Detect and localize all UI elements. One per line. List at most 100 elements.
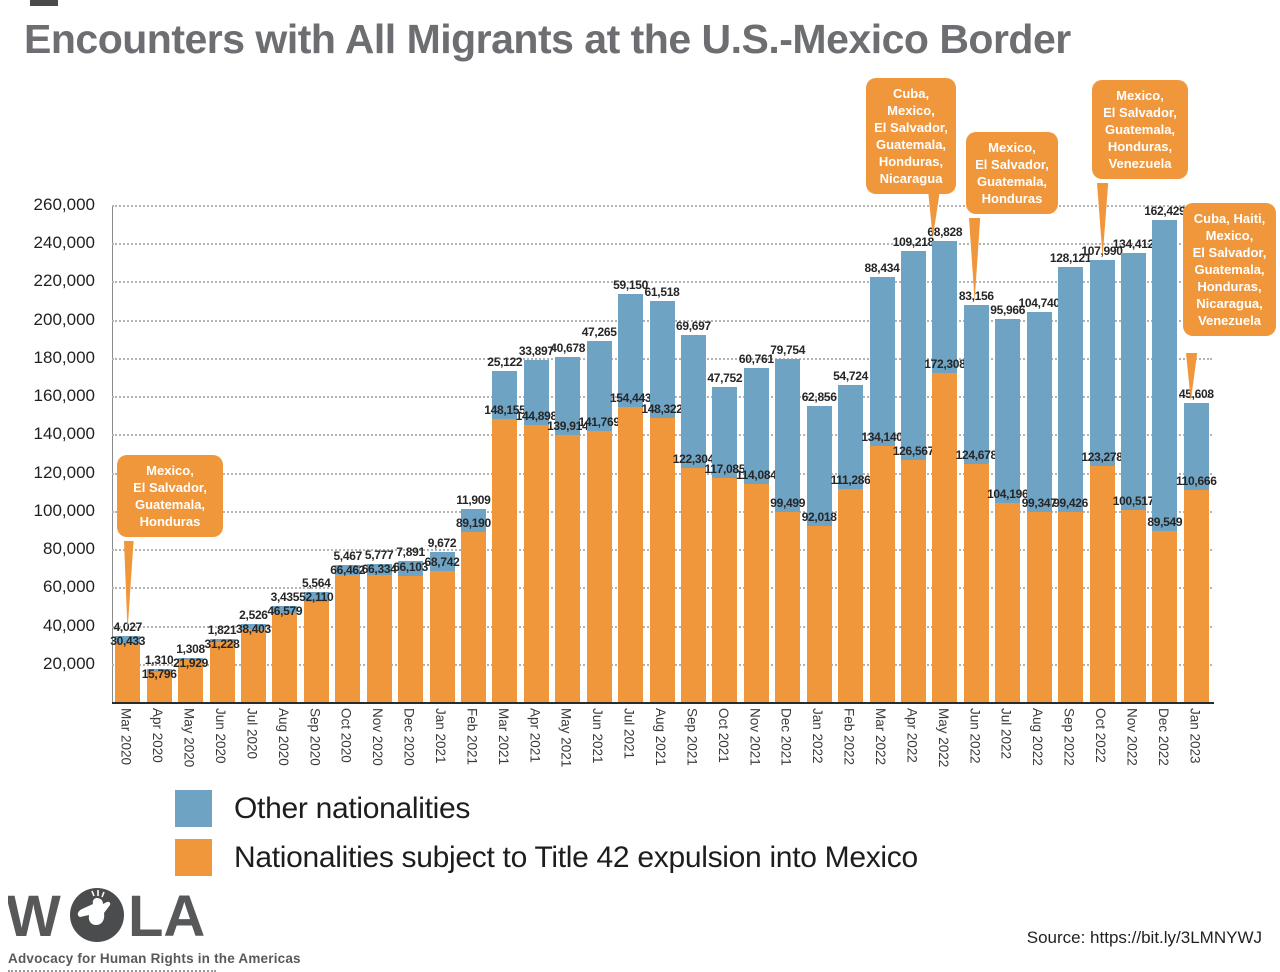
y-tick-220000: 220,000 xyxy=(33,271,95,291)
bar-title42-jul-2022 xyxy=(995,502,1021,702)
legend: Other nationalities Nationalities subjec… xyxy=(175,790,918,888)
value-label-title42-nov-2021: 114,084 xyxy=(735,467,777,482)
value-label-other-jul-2021: 59,150 xyxy=(613,277,649,292)
value-label-title42-dec-2020: 66,103 xyxy=(393,559,429,574)
value-label-title42-nov-2020: 66,334 xyxy=(361,562,397,577)
x-tick-mar-2020: Mar 2020 xyxy=(118,708,134,766)
logo-letters-la: LA xyxy=(128,886,205,944)
bar-other-feb-2021 xyxy=(460,508,486,532)
value-label-other-sep-2020: 5,564 xyxy=(302,575,331,590)
x-tick-oct-2020: Oct 2020 xyxy=(338,708,354,763)
x-tick-feb-2022: Feb 2022 xyxy=(841,708,857,766)
value-label-title42-may-2020: 21,929 xyxy=(173,655,209,670)
value-label-title42-mar-2020: 30,433 xyxy=(110,634,146,649)
x-tick-jun-2022: Jun 2022 xyxy=(967,708,983,764)
value-label-other-nov-2022: 134,412 xyxy=(1112,236,1155,251)
value-label-other-feb-2021: 11,909 xyxy=(456,492,491,507)
legend-swatch-other xyxy=(175,790,212,827)
value-label-other-jan-2022: 62,856 xyxy=(801,389,837,404)
x-tick-jan-2021: Jan 2021 xyxy=(433,708,448,764)
gridline-240000 xyxy=(112,243,1212,246)
gridline-260000 xyxy=(112,205,1212,207)
value-label-title42-jun-2020: 31,228 xyxy=(204,636,240,651)
value-label-other-oct-2020: 5,467 xyxy=(333,548,362,563)
x-tick-jan-2023: Jan 2023 xyxy=(1187,708,1203,764)
value-label-other-jan-2023: 45,608 xyxy=(1178,387,1214,402)
bar-other-jun-2020 xyxy=(209,638,235,643)
top-edge-mark xyxy=(30,0,58,6)
bar-other-apr-2021 xyxy=(523,360,549,426)
bar-other-oct-2020 xyxy=(335,564,361,575)
value-label-title42-aug-2020: 46,579 xyxy=(267,604,303,619)
source-text: Source: https://bit.ly/3LMNYWJ xyxy=(1026,928,1262,947)
value-label-title42-sep-2021: 122,304 xyxy=(672,452,715,467)
bar-other-nov-2020 xyxy=(366,564,392,576)
x-tick-oct-2022: Oct 2022 xyxy=(1093,708,1108,763)
bar-other-jan-2022 xyxy=(806,405,832,527)
bar-other-may-2021 xyxy=(555,356,581,435)
bar-other-sep-2022 xyxy=(1058,267,1084,512)
value-label-other-sep-2022: 128,121 xyxy=(1049,251,1092,266)
bar-other-feb-2022 xyxy=(838,384,864,490)
value-label-title42-apr-2022: 126,567 xyxy=(892,444,935,459)
legend-label-other: Other nationalities xyxy=(234,791,471,825)
x-tick-dec-2020: Dec 2020 xyxy=(401,708,417,766)
bar-title42-jun-2021 xyxy=(586,431,612,702)
bar-title42-oct-2022 xyxy=(1089,466,1115,702)
bar-other-aug-2020 xyxy=(272,606,298,613)
value-label-title42-apr-2021: 144,898 xyxy=(515,409,558,424)
wola-logo: W LA Advocacy for Human Rights in the Am… xyxy=(6,884,301,972)
value-label-title42-oct-2021: 117,085 xyxy=(704,462,746,477)
bar-title42-nov-2020 xyxy=(366,575,392,702)
gridline-220000 xyxy=(112,281,1212,284)
value-label-title42-dec-2022: 89,549 xyxy=(1147,514,1183,529)
bar-title42-jun-2020 xyxy=(209,642,235,702)
value-label-other-oct-2021: 47,752 xyxy=(707,370,743,385)
value-label-other-dec-2020: 7,891 xyxy=(396,544,425,559)
bar-title42-sep-2022 xyxy=(1058,511,1084,702)
bar-title42-dec-2021 xyxy=(775,511,801,702)
value-label-title42-may-2021: 139,914 xyxy=(547,418,589,433)
bar-title42-aug-2021 xyxy=(649,418,675,702)
value-label-other-apr-2020: 1,310 xyxy=(144,653,174,668)
bar-title42-apr-2020 xyxy=(146,671,172,702)
bar-other-nov-2022 xyxy=(1120,252,1146,510)
value-label-other-jan-2021: 9,672 xyxy=(427,536,457,551)
x-tick-sep-2021: Sep 2021 xyxy=(684,708,700,766)
x-tick-oct-2021: Oct 2021 xyxy=(715,708,731,763)
bar-title42-dec-2020 xyxy=(398,575,424,702)
x-axis-line xyxy=(112,702,1214,704)
bar-other-jan-2021 xyxy=(429,552,455,571)
callout-pointer-oct-2022 xyxy=(1097,183,1109,257)
bar-title42-nov-2022 xyxy=(1120,509,1146,702)
bar-title42-apr-2021 xyxy=(523,425,549,702)
x-tick-jul-2022: Jul 2022 xyxy=(998,708,1014,760)
bar-other-aug-2022 xyxy=(1026,311,1052,513)
logo-dove-icon xyxy=(77,898,111,925)
x-tick-nov-2022: Nov 2022 xyxy=(1124,708,1140,766)
bar-other-oct-2021 xyxy=(712,386,738,479)
bar-other-jul-2021 xyxy=(618,293,644,407)
x-tick-aug-2020: Aug 2020 xyxy=(275,708,291,766)
x-tick-apr-2020: Apr 2020 xyxy=(150,708,166,763)
x-tick-jul-2021: Jul 2021 xyxy=(621,708,637,760)
y-tick-40000: 40,000 xyxy=(43,615,95,635)
callout-may-2022: Cuba, Mexico, El Salvador, Guatemala, Ho… xyxy=(866,78,956,194)
bar-other-dec-2021 xyxy=(775,359,801,512)
bar-other-oct-2022 xyxy=(1089,259,1115,467)
bar-title42-mar-2020 xyxy=(115,643,141,702)
bar-other-nov-2021 xyxy=(743,367,769,484)
bar-other-mar-2021 xyxy=(492,370,518,419)
bar-title42-feb-2021 xyxy=(460,531,486,702)
value-label-other-apr-2022: 109,218 xyxy=(892,235,935,250)
value-label-title42-mar-2022: 134,140 xyxy=(861,429,903,444)
bar-title42-oct-2021 xyxy=(712,478,738,702)
x-axis-labels: Mar 2020 Apr 2020 May 2020 Jun 2020 Jul 2020… xyxy=(112,708,1212,788)
bar-title42-mar-2022 xyxy=(869,445,895,702)
bar-other-sep-2020 xyxy=(303,591,329,603)
y-tick-200000: 200,000 xyxy=(33,309,95,329)
value-label-other-mar-2020: 4,027 xyxy=(95,620,161,634)
y-tick-160000: 160,000 xyxy=(33,386,95,406)
value-label-other-mar-2021: 25,122 xyxy=(487,354,523,369)
bar-other-jun-2022 xyxy=(963,304,989,464)
